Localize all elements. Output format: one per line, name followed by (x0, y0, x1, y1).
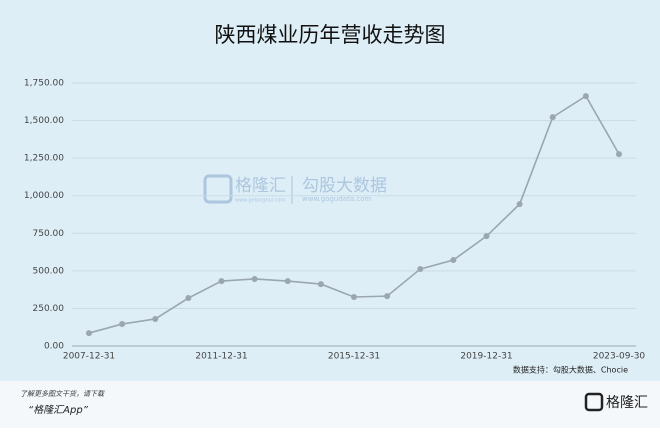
point (218, 278, 225, 285)
point (450, 257, 457, 264)
y-tick-label: 250.00 (33, 304, 65, 314)
y-tick-label: 500.00 (33, 266, 65, 276)
footer-logo-icon (584, 392, 604, 412)
footer-background (0, 381, 660, 428)
point (152, 315, 159, 322)
point (582, 93, 589, 100)
point (417, 266, 424, 273)
y-tick-label: 1,500.00 (24, 116, 64, 126)
x-tick-label: 2023-09-30 (593, 352, 646, 362)
watermark: 格隆汇 www.gelonghui.com 勾股大数据 www.gogudata… (203, 174, 387, 204)
x-tick-label: 2007-12-31 (63, 352, 115, 362)
point (516, 201, 523, 208)
point (185, 295, 192, 302)
point (549, 114, 556, 121)
point (483, 233, 490, 240)
point (251, 275, 258, 282)
y-tick-label: 750.00 (33, 229, 65, 239)
footer-logo: 格隆汇 (606, 395, 648, 411)
x-tick-label: 2015-12-31 (328, 352, 380, 362)
background (0, 0, 660, 381)
point (86, 330, 92, 337)
footer-line2: “格隆汇App” (28, 404, 89, 416)
chart-title: 陕西煤业历年营收走势图 (215, 23, 446, 47)
point (616, 151, 622, 158)
watermark-brand: 格隆汇 (235, 176, 286, 196)
y-tick-label: 1,250.00 (24, 154, 64, 164)
source: 数据支持：勾股大数据、Chocie (513, 365, 628, 375)
point (317, 281, 324, 288)
watermark-data: 勾股大数据 (302, 176, 387, 196)
point (384, 293, 391, 300)
y-tick-label: 1,000.00 (24, 191, 64, 201)
x-tick-label: 2011-12-31 (195, 352, 247, 362)
y-tick-label: 1,750.00 (24, 79, 64, 89)
watermark-logo (203, 174, 233, 204)
point (119, 321, 126, 328)
point (351, 294, 357, 301)
y-tick-label: 0.00 (44, 342, 64, 352)
point (284, 278, 291, 285)
watermark-site: www.gelonghui.com (235, 198, 286, 204)
watermark-data-site: www.gogudata.com (302, 195, 371, 203)
x-tick-label: 2019-12-31 (460, 352, 512, 362)
footer-line1: 了解更多图文干货，请下载 (20, 390, 105, 398)
